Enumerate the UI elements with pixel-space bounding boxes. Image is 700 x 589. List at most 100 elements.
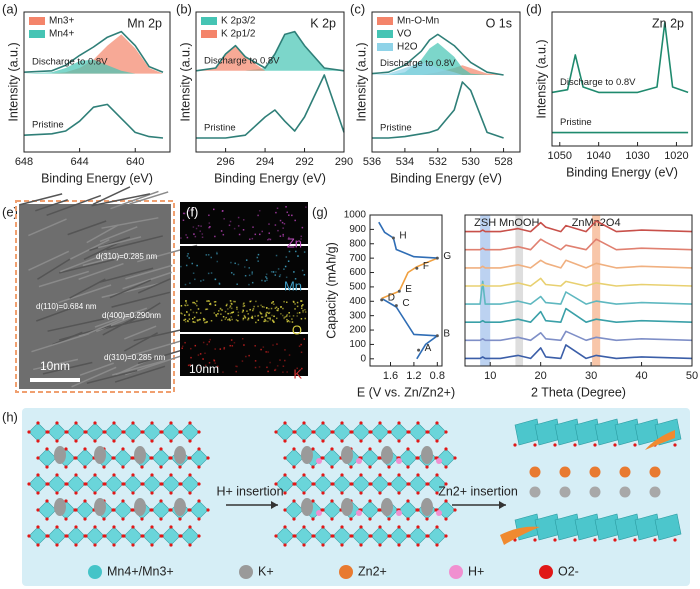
oxygen bbox=[573, 538, 577, 542]
oxygen bbox=[292, 517, 296, 521]
legend-swatch bbox=[377, 17, 393, 25]
eds-dot bbox=[265, 314, 267, 316]
k-ion bbox=[619, 486, 631, 498]
lattice-fringe bbox=[79, 362, 114, 376]
plot-frame bbox=[371, 11, 521, 153]
oxygen bbox=[388, 482, 392, 486]
lattice-fringe bbox=[42, 361, 93, 375]
eds-dot bbox=[228, 318, 231, 320]
eds-dot bbox=[213, 359, 216, 362]
tem-label: d(310)=0.285 nm bbox=[104, 353, 165, 362]
zn-ion bbox=[559, 466, 571, 478]
spectrum-line bbox=[372, 81, 504, 139]
oxygen bbox=[407, 430, 411, 434]
k-ion bbox=[559, 486, 571, 498]
eds-dot bbox=[193, 301, 196, 304]
eds-dot bbox=[230, 272, 233, 274]
eds-dot bbox=[268, 232, 271, 234]
legend-label: Mn4+/Mn3+ bbox=[107, 564, 174, 578]
eds-dot bbox=[288, 315, 291, 317]
eds-dot bbox=[296, 367, 298, 370]
eds-dot bbox=[184, 283, 187, 286]
x-tick-label: 30 bbox=[585, 370, 597, 382]
eds-dot bbox=[197, 354, 200, 356]
oxygen bbox=[206, 456, 210, 460]
eds-dot bbox=[260, 313, 263, 315]
oxygen bbox=[416, 421, 420, 425]
eds-dot bbox=[283, 300, 285, 303]
x-tick-label: 20 bbox=[535, 370, 547, 382]
eds-dot bbox=[271, 319, 274, 322]
oxygen bbox=[453, 456, 457, 460]
oxygen bbox=[36, 421, 40, 425]
spectrum-line bbox=[465, 344, 693, 360]
eds-dot bbox=[288, 354, 291, 356]
lattice-fringe bbox=[71, 366, 117, 388]
y-axis-label: Intensity (a.u.) bbox=[354, 42, 368, 121]
eds-dot bbox=[197, 225, 200, 227]
eds-dot bbox=[255, 300, 257, 303]
eds-dot bbox=[194, 235, 197, 238]
oxygen bbox=[369, 482, 373, 486]
eds-dot bbox=[264, 280, 266, 282]
zn-ion bbox=[529, 466, 541, 478]
eds-dot bbox=[285, 206, 287, 208]
plot-frame bbox=[23, 11, 171, 153]
eds-dot bbox=[194, 302, 197, 305]
state-point bbox=[435, 334, 439, 338]
eds-dot bbox=[251, 273, 253, 275]
oxygen bbox=[553, 443, 557, 447]
oxygen bbox=[378, 421, 382, 425]
oxygen bbox=[150, 439, 154, 443]
oxygen bbox=[103, 482, 107, 486]
oxygen bbox=[274, 430, 278, 434]
oxygen bbox=[188, 456, 192, 460]
oxygen bbox=[121, 447, 125, 451]
eds-dot bbox=[304, 311, 307, 313]
oxygen bbox=[653, 538, 657, 542]
eds-dot bbox=[267, 370, 269, 373]
eds-dot bbox=[276, 343, 278, 345]
oxygen bbox=[188, 508, 192, 512]
oxygen bbox=[330, 499, 334, 503]
oxygen bbox=[416, 456, 420, 460]
oxygen bbox=[84, 534, 88, 538]
eds-dot bbox=[234, 262, 236, 265]
eds-dot bbox=[273, 315, 275, 318]
eds-dot bbox=[192, 226, 195, 228]
eds-dot bbox=[265, 307, 268, 309]
eds-dot bbox=[241, 360, 244, 362]
eds-dot bbox=[254, 315, 256, 317]
eds-dot bbox=[293, 301, 295, 303]
k-ion bbox=[381, 446, 393, 464]
oxygen bbox=[55, 421, 59, 425]
eds-dot bbox=[265, 312, 267, 315]
y-axis-label: Capacity (mAh/g) bbox=[324, 242, 338, 339]
highlight-band bbox=[592, 215, 601, 366]
eds-dot bbox=[266, 277, 268, 280]
eds-dot bbox=[189, 282, 191, 284]
k-ion bbox=[134, 498, 146, 516]
oxygen bbox=[331, 534, 335, 538]
eds-dot bbox=[278, 275, 281, 278]
k-ion bbox=[421, 446, 433, 464]
oxygen bbox=[65, 482, 69, 486]
eds-dot bbox=[285, 301, 288, 303]
oxygen bbox=[112, 439, 116, 443]
oxygen bbox=[311, 499, 315, 503]
scale-bar bbox=[192, 380, 216, 384]
eds-dot bbox=[231, 345, 234, 347]
eds-dot bbox=[230, 307, 233, 310]
eds-dot bbox=[267, 351, 269, 353]
eds-dot bbox=[231, 318, 233, 321]
oxygen bbox=[122, 430, 126, 434]
oxygen bbox=[444, 465, 448, 469]
oxygen bbox=[169, 543, 173, 547]
eds-dot bbox=[231, 311, 233, 314]
eds-dot bbox=[298, 311, 301, 314]
state-label: E bbox=[405, 284, 412, 295]
eds-dot bbox=[273, 303, 275, 305]
x-tick-label: 534 bbox=[396, 156, 414, 168]
eds-dot bbox=[229, 312, 232, 315]
k-ion bbox=[94, 446, 106, 464]
